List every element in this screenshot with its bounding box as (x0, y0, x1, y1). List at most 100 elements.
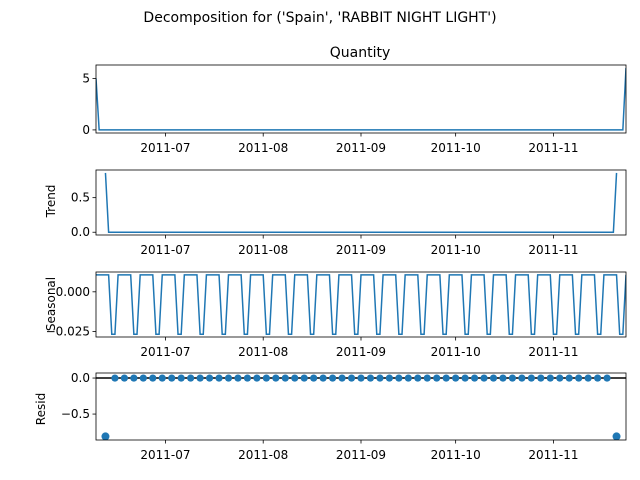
resid-point (489, 374, 498, 382)
resid-point (281, 374, 289, 382)
resid-point (187, 374, 195, 382)
x-tick-label: 2011-10 (431, 448, 481, 462)
resid-outlier-point (101, 432, 110, 440)
resid-point (310, 374, 318, 382)
panel-resid-ylabel: Resid (34, 393, 48, 425)
resid-point (253, 374, 261, 382)
resid-point (537, 374, 545, 382)
resid-point (139, 374, 147, 382)
resid-point (300, 374, 308, 382)
x-tick-label: 2011-11 (528, 141, 578, 155)
resid-point (196, 374, 204, 382)
x-tick-label: 2011-07 (140, 448, 190, 462)
x-tick-label: 2011-08 (238, 448, 288, 462)
resid-point (376, 374, 384, 382)
resid-point (461, 374, 469, 382)
resid-point (234, 374, 242, 382)
resid-point (594, 374, 602, 382)
resid-point (414, 374, 422, 382)
y-tick-label: 0.5 (71, 191, 90, 205)
panel-quantity-title: Quantity (330, 45, 391, 61)
x-tick-label: 2011-09 (336, 141, 386, 155)
x-tick-label: 2011-11 (528, 243, 578, 257)
resid-point (224, 374, 233, 382)
x-tick-label: 2011-07 (140, 243, 190, 257)
x-tick-label: 2011-11 (528, 448, 578, 462)
resid-outlier-point (612, 432, 621, 440)
resid-point (470, 374, 479, 382)
resid-point (319, 374, 327, 382)
resid-point (168, 374, 176, 382)
y-tick-label: 5 (82, 71, 90, 85)
x-tick-label: 2011-10 (431, 243, 481, 257)
resid-point (423, 374, 431, 382)
series-line (96, 274, 626, 336)
y-tick-label: 0.000 (56, 285, 90, 299)
resid-point (111, 374, 119, 382)
resid-point (433, 374, 441, 382)
resid-point (556, 374, 564, 382)
y-tick-label: 0 (82, 123, 90, 137)
resid-point (366, 374, 375, 382)
resid-point (452, 374, 460, 382)
resid-point (272, 374, 280, 382)
x-tick-label: 2011-07 (140, 141, 190, 155)
y-tick-label: 0.0 (71, 225, 90, 239)
resid-point (480, 374, 488, 382)
resid-point (575, 374, 583, 382)
resid-point (338, 374, 346, 382)
x-tick-label: 2011-07 (140, 345, 190, 359)
resid-point (404, 374, 412, 382)
resid-point (158, 374, 166, 382)
resid-point (518, 374, 526, 382)
resid-point (499, 374, 507, 382)
resid-point (329, 374, 337, 382)
resid-point (584, 374, 592, 382)
resid-point (347, 374, 356, 382)
resid-point (527, 374, 535, 382)
x-tick-label: 2011-10 (431, 141, 481, 155)
resid-point (291, 374, 299, 382)
resid-point (442, 374, 450, 382)
y-tick-label: 0.0 (71, 371, 90, 385)
panel-1: 0.0 0.5 2011-07 2011-08 2011-09 2011-10 2011-1… (71, 169, 627, 257)
resid-point (603, 374, 611, 382)
resid-point (395, 374, 403, 382)
x-tick-label: 2011-09 (336, 345, 386, 359)
figure-suptitle: Decomposition for ('Spain', 'RABBIT NIGH… (143, 10, 496, 26)
panel-seasonal-ylabel: Seasonal (44, 277, 58, 331)
resid-point (508, 374, 517, 382)
panel-data-layer (104, 172, 618, 233)
panel-trend-ylabel: Trend (44, 185, 58, 219)
x-tick-label: 2011-08 (238, 243, 288, 257)
resid-point (243, 374, 252, 382)
panel-data-layer (96, 68, 626, 131)
panel-2: 0.000 −0.025 2011-07 2011-08 2011-09 2011-10 2… (46, 271, 627, 359)
resid-point (262, 374, 270, 382)
y-tick-label: −0.5 (61, 407, 90, 421)
resid-point (565, 374, 573, 382)
x-tick-label: 2011-10 (431, 345, 481, 359)
series-line (96, 68, 626, 131)
panel-data-layer (96, 374, 626, 440)
resid-point (177, 374, 185, 382)
resid-point (149, 374, 157, 382)
resid-point (357, 374, 365, 382)
x-tick-label: 2011-11 (528, 345, 578, 359)
panel-3: 0.0 −0.5 2011-07 2011-08 2011-09 2011-10 2011-… (61, 371, 627, 462)
panel-0: 0 5 2011-07 2011-08 2011-09 2011-10 2011-11 (82, 64, 627, 155)
series-line (104, 172, 618, 233)
resid-point (215, 374, 223, 382)
x-tick-label: 2011-08 (238, 345, 288, 359)
x-tick-label: 2011-09 (336, 243, 386, 257)
resid-point (385, 374, 393, 382)
x-tick-label: 2011-09 (336, 448, 386, 462)
resid-point (546, 374, 554, 382)
resid-point (120, 374, 128, 382)
panel-data-layer (96, 274, 626, 336)
resid-point (130, 374, 138, 382)
y-tick-label: −0.025 (46, 324, 90, 338)
